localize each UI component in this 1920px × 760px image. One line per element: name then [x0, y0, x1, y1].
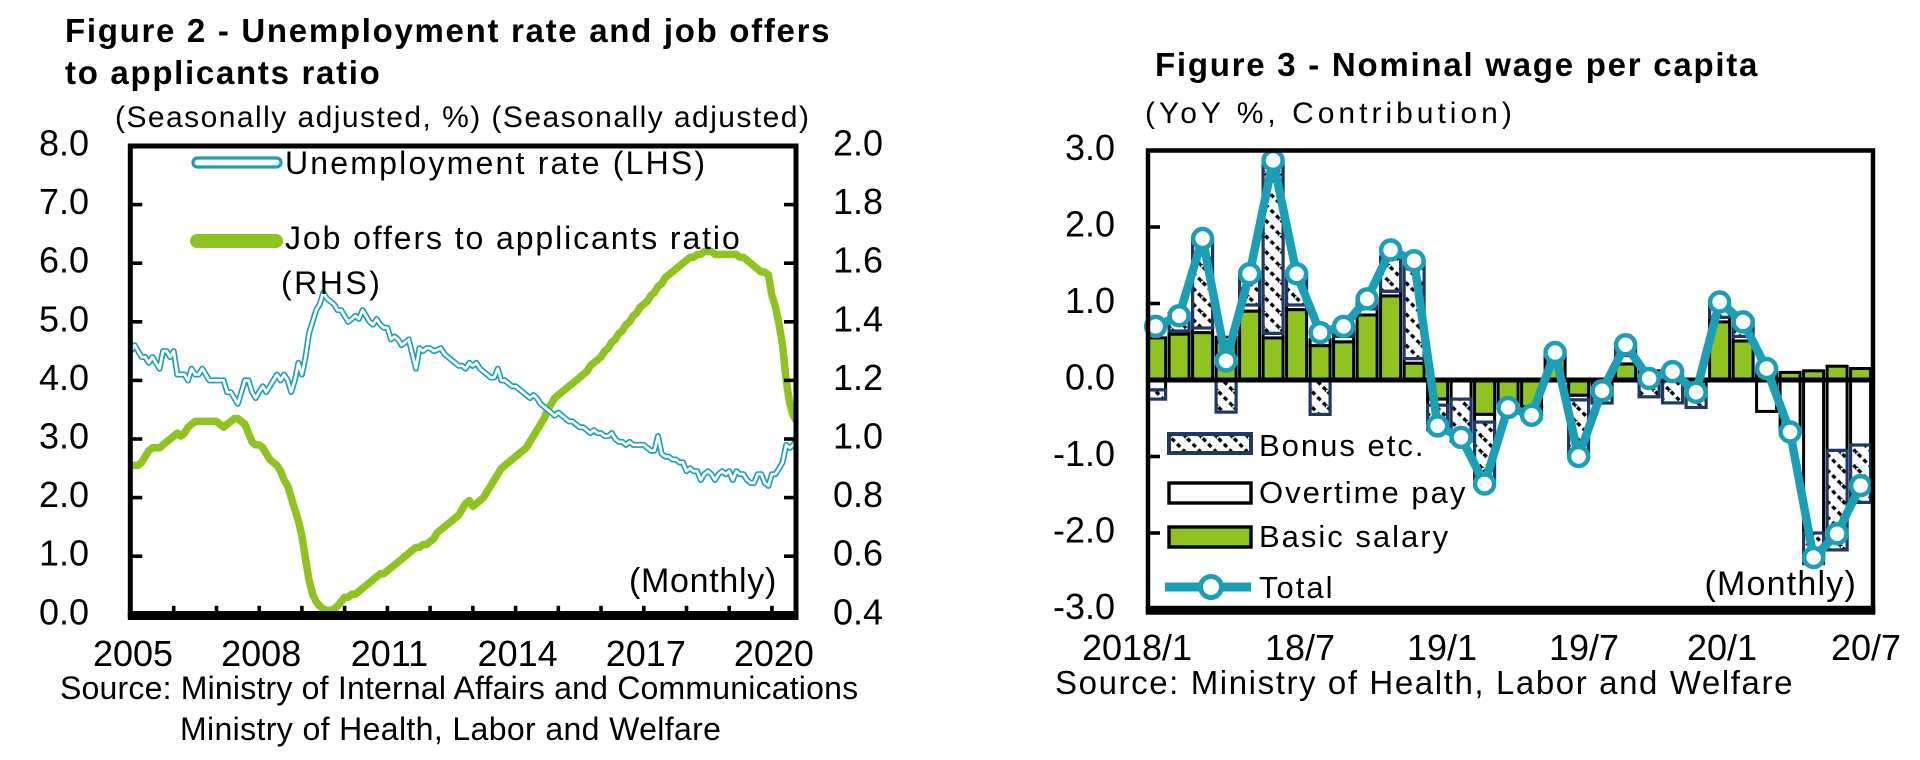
svg-text:6.0: 6.0	[39, 240, 89, 281]
svg-text:4.0: 4.0	[39, 357, 89, 398]
svg-text:1.2: 1.2	[833, 357, 883, 398]
svg-text:19/1: 19/1	[1407, 627, 1477, 668]
svg-text:1.6: 1.6	[833, 240, 883, 281]
svg-text:0.6: 0.6	[833, 533, 883, 574]
svg-text:1.0: 1.0	[39, 533, 89, 574]
svg-text:Ministry of Health, Labor and: Ministry of Health, Labor and Welfare	[180, 711, 721, 747]
svg-text:2017: 2017	[606, 633, 686, 674]
svg-text:1.0: 1.0	[833, 416, 883, 457]
svg-text:2008: 2008	[221, 633, 301, 674]
svg-text:1.4: 1.4	[833, 298, 883, 339]
svg-text:0.8: 0.8	[833, 474, 883, 515]
svg-text:2014: 2014	[478, 633, 558, 674]
svg-text:3.0: 3.0	[1065, 127, 1115, 168]
svg-text:Bonus etc.: Bonus etc.	[1259, 428, 1425, 463]
svg-text:2011: 2011	[351, 633, 428, 674]
svg-text:Figure 2 - Unemployment rate a: Figure 2 - Unemployment rate and job off…	[65, 12, 831, 49]
svg-text:(Monthly): (Monthly)	[1705, 565, 1858, 603]
svg-text:2.0: 2.0	[39, 474, 89, 515]
svg-text:1.8: 1.8	[833, 181, 883, 222]
svg-text:to applicants ratio: to applicants ratio	[65, 54, 382, 91]
svg-text:Basic salary: Basic salary	[1259, 519, 1450, 554]
svg-text:-1.0: -1.0	[1053, 433, 1115, 474]
svg-text:7.0: 7.0	[39, 181, 89, 222]
svg-text:0.0: 0.0	[1065, 357, 1115, 398]
svg-text:8.0: 8.0	[39, 123, 89, 164]
svg-text:Source: Ministry of Health, La: Source: Ministry of Health, Labor and We…	[1055, 664, 1794, 701]
svg-text:0.4: 0.4	[833, 591, 883, 632]
svg-text:18/7: 18/7	[1265, 627, 1335, 668]
svg-text:-2.0: -2.0	[1053, 510, 1115, 551]
svg-text:1.0: 1.0	[1065, 280, 1115, 321]
svg-text:5.0: 5.0	[39, 298, 89, 339]
svg-text:(Seasonally adjusted, %) (Seas: (Seasonally adjusted, %) (Seasonally adj…	[115, 101, 810, 134]
svg-text:Job offers to applicants ratio: Job offers to applicants ratio	[285, 220, 742, 256]
svg-text:2.0: 2.0	[833, 123, 883, 164]
svg-text:2020: 2020	[734, 633, 814, 674]
svg-text:20/1: 20/1	[1687, 627, 1757, 668]
svg-text:19/7: 19/7	[1549, 627, 1619, 668]
svg-text:20/7: 20/7	[1831, 627, 1901, 668]
svg-text:Figure 3 - Nominal wage per ca: Figure 3 - Nominal wage per capita	[1155, 46, 1759, 83]
svg-text:2018/1: 2018/1	[1082, 627, 1192, 668]
svg-text:3.0: 3.0	[39, 416, 89, 457]
svg-text:Total: Total	[1259, 570, 1334, 605]
svg-text:(Monthly): (Monthly)	[629, 562, 777, 600]
svg-text:(RHS): (RHS)	[281, 265, 382, 301]
svg-text:Overtime pay: Overtime pay	[1259, 475, 1467, 510]
svg-text:2.0: 2.0	[1065, 204, 1115, 245]
svg-text:0.0: 0.0	[39, 591, 89, 632]
svg-text:Unemployment rate (LHS): Unemployment rate (LHS)	[285, 145, 707, 181]
svg-text:-3.0: -3.0	[1053, 586, 1115, 627]
svg-text:Source: Ministry of Internal A: Source: Ministry of Internal Affairs and…	[60, 670, 858, 706]
svg-text:2005: 2005	[93, 633, 173, 674]
svg-text:(YoY %, Contribution): (YoY %, Contribution)	[1145, 97, 1516, 130]
